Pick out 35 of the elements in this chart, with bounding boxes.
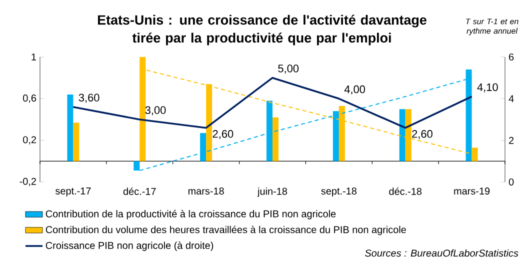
y2-tick-label: 2 [509,136,514,144]
x-tick-label: sept.-17 [55,188,91,196]
bar [266,100,272,162]
bar [200,133,206,162]
bar [472,148,478,162]
x-tick-label: déc.-17 [123,188,156,195]
source-note: Sources : BureauOfLaborStatistics [365,249,518,257]
y-tick-label: 1 [32,54,36,60]
data-label: 4,10 [477,83,498,92]
bar [73,122,80,162]
y2-tick-label: 4 [508,95,514,102]
legend-label: Contribution de la productivité à la croissance du PIB non agricole [46,210,336,220]
x-tick-label: mars-19 [454,188,490,195]
legend-label: Contribution du volume des heures travaillées à la croissance du PIB non agricole [46,226,406,236]
data-label: 2,60 [212,130,234,140]
x-tick-label: déc.-18 [389,188,422,195]
data-label: 3,60 [78,94,100,103]
chart-title: Etats-Unis : une croissance de l'activité davantage tirée par la productivité que par l'emploi [98,14,426,46]
bar [332,111,339,162]
data-label: 5,00 [278,64,299,74]
x-tick-label: juin-18 [257,188,288,197]
y-tick-label: 0,2 [23,136,36,144]
x-tick-label: sept.-18 [321,188,356,197]
legend-label: Croissance PIB non agricole (à droite) [46,242,214,251]
bar [399,109,406,162]
bar [272,117,278,162]
y2-tick-label: 0 [508,178,514,186]
data-label: 4,00 [344,85,366,94]
bar [67,94,74,162]
y2-tick-label: 6 [509,53,514,61]
x-tick-label: mars-18 [188,188,224,195]
data-label: 2,60 [412,130,432,140]
y-tick-label: -0,2 [20,178,36,186]
y-tick-label: 0,6 [23,94,36,103]
line-series [72,76,473,129]
